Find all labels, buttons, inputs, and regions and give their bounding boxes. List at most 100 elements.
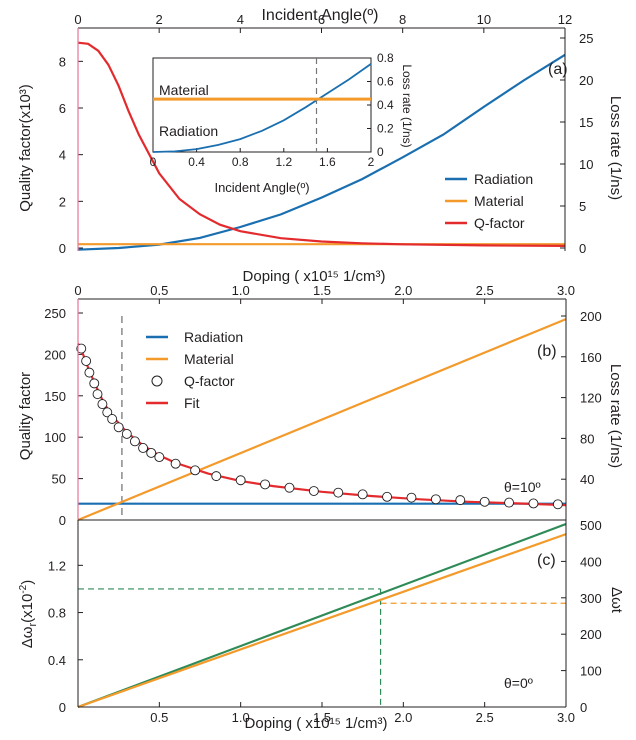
panel-c-bottom-tick-label: 0.5 (150, 710, 168, 725)
panel-b-qfactor-point (146, 447, 157, 458)
panel-c-xlabel: Doping ( x10¹⁵ 1/cm³) (245, 715, 388, 732)
panel-c: 0 0.4 0.8 1.2 0 100 200 300 400 500 0.5 1.0 1.5 2.0… (18, 518, 625, 732)
panel-b-qfactor-point (333, 487, 344, 498)
panel-b-qfactor-point (154, 452, 165, 463)
panel-b-left-tick-label: 0 (59, 513, 66, 528)
panel-a-top-tick-label: 4 (237, 12, 244, 27)
panel-b-left-ylabel: Quality factor (17, 372, 34, 460)
inset-x-tick-label: 0.4 (188, 155, 205, 169)
panel-b-qfactor-point (552, 499, 563, 510)
panel-a-top-ticks: 0 2 4 6 8 10 12 (74, 12, 572, 33)
panel-b-top-tick-label: 2.5 (476, 283, 494, 298)
panel-b-right-tick-label: 80 (580, 431, 594, 446)
panel-c-left-tick-label: 1.2 (48, 558, 66, 573)
panel-b-left-tick-label: 150 (44, 389, 66, 404)
legend-b-material-label: Material (184, 351, 234, 367)
panel-b-qfactor-point (504, 497, 515, 508)
panel-a-left-ylabel: Quality factor(x10³) (17, 84, 34, 212)
panel-a-right-tick-label: 10 (579, 157, 593, 172)
panel-c-left-ticks: 0 0.4 0.8 1.2 (48, 558, 83, 715)
panel-c-series-delta-omega-r (77, 522, 567, 709)
panel-b-series-material (77, 318, 567, 522)
panel-b-label: (b) (537, 343, 557, 360)
panel-c-bottom-tick-label: 2.5 (476, 710, 494, 725)
panel-b-right-tick-label: 160 (580, 350, 602, 365)
panel-a-top-tick-label: 10 (477, 12, 491, 27)
panel-b-qfactor-point (455, 495, 466, 506)
panel-c-bottom-tick-label: 1.5 (313, 710, 331, 725)
panel-b-right-ylabel: Loss rate (1/ns) (607, 364, 624, 468)
panel-b-qfactor-point (89, 378, 100, 389)
panel-a-left-ticks: 0 2 4 6 8 (59, 54, 83, 256)
panel-c-series-delta-omega-t (77, 533, 567, 709)
panel-c-right-tick-label: 300 (580, 591, 602, 606)
panel-b-qfactor-point (107, 414, 118, 424)
inset-x-tick-label: 1.6 (319, 155, 336, 169)
panel-b-qfactor-point (211, 471, 222, 482)
panel-c-right-tick-label: 100 (580, 664, 602, 679)
panel-a-left-tick-label: 0 (59, 241, 66, 256)
panel-a-top-tick-label: 6 (318, 12, 325, 27)
panel-b-left-tick-label: 250 (44, 306, 66, 321)
panel-b: Doping ( x10¹⁵ 1/cm³) 0 0.5 1.0 1.5 2.0 2.5 3.… (17, 268, 624, 528)
panel-a-right-tick-label: 5 (579, 199, 586, 214)
panel-b-qfactor-point (284, 482, 295, 493)
panel-b-left-ticks: 0 50 100 150 200 250 (44, 306, 83, 528)
panel-b-left-tick-label: 200 (44, 347, 66, 362)
panel-a-inset: 0 0.4 0.8 1.2 1.6 200.20.40.60.8 Material Rad… (150, 51, 414, 195)
panel-a-legend: Radiation Material Q-factor (445, 171, 533, 231)
legend-b-fit-label: Fit (184, 395, 200, 411)
panel-a-right-tick-label: 0 (579, 241, 586, 256)
panel-c-right-ticks: 0 100 200 300 400 500 (561, 518, 602, 715)
inset-y-tick-label: 0.4 (377, 98, 394, 112)
panel-c-bottom-tick-label: 1.0 (232, 710, 250, 725)
panel-c-right-tick-label: 400 (580, 554, 602, 569)
panel-a-left-tick-label: 6 (59, 101, 66, 116)
panel-b-qfactor-point (92, 389, 103, 400)
panel-b-qfactor-point (190, 465, 201, 476)
panel-b-left-tick-label: 100 (44, 430, 66, 445)
panel-c-right-tick-label: 500 (580, 518, 602, 533)
panel-b-right-tick-label: 120 (580, 391, 602, 406)
panel-b-top-tick-label: 1.5 (313, 283, 331, 298)
panel-b-qfactor-point (170, 458, 181, 469)
panel-a-top-xlabel: Incident Angle(º) (261, 7, 378, 24)
panel-b-right-ticks: 40 80 120 160 200 (561, 309, 602, 487)
inset-x-tick-label: 1.2 (275, 155, 292, 169)
panel-b-qfactor-point (138, 443, 149, 453)
panel-b-qfactor-point (235, 475, 246, 486)
panel-b-top-tick-label: 2.0 (394, 283, 412, 298)
panel-c-bottom-tick-label: 3.0 (557, 710, 575, 725)
panel-b-legend: Radiation Material Q-factor Fit (146, 329, 243, 411)
panel-a-right-ylabel: Loss rate (1/ns) (607, 96, 624, 200)
panel-b-top-tick-label: 0 (74, 283, 81, 298)
panel-b-qfactor-point (308, 486, 319, 496)
inset-y-tick-label: 0.2 (377, 122, 394, 136)
inset-x-tick-label: 0 (150, 155, 157, 169)
inset-material-label: Material (159, 82, 209, 98)
panel-c-lines (77, 522, 567, 709)
inset-x-tick-label: 0.8 (232, 155, 249, 169)
inset-ticks: 0 0.4 0.8 1.2 1.6 200.20.40.60.8 (150, 51, 394, 169)
legend-b-qfactor-label: Q-factor (184, 373, 235, 389)
panel-b-qfactor-point (113, 422, 124, 433)
panel-b-qfactor-point (81, 356, 92, 366)
inset-y-tick-label: 0 (377, 145, 384, 159)
panel-b-qfactor-point (97, 399, 108, 410)
panel-c-left-tick-label: 0.8 (48, 606, 66, 621)
panel-b-right-tick-label: 40 (580, 472, 594, 487)
panel-c-bottom-tick-label: 2.0 (394, 710, 412, 725)
panel-b-qfactor-point (382, 491, 393, 502)
panel-a-right-tick-label: 25 (579, 31, 593, 46)
panel-a-left-tick-label: 8 (59, 54, 66, 69)
inset-series-radiation (152, 63, 372, 153)
panel-c-label: (c) (537, 552, 556, 569)
panel-b-top-ticks: 0 0.5 1.0 1.5 2.0 2.5 3.0 (74, 283, 575, 304)
inset-y-tick-label: 0.8 (377, 51, 394, 65)
panel-a-right-tick-label: 15 (579, 115, 593, 130)
panel-c-right-ylabel: Δωt (608, 587, 625, 614)
panel-a-label: (a) (548, 61, 568, 78)
panel-a-left-tick-label: 2 (59, 194, 66, 209)
